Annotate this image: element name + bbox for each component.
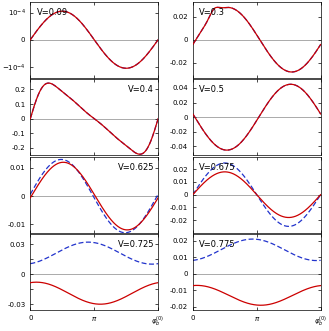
Text: V=0.09: V=0.09	[37, 8, 68, 17]
Text: V=0.4: V=0.4	[128, 85, 154, 94]
Text: V=0.775: V=0.775	[199, 240, 236, 249]
Text: V=0.5: V=0.5	[199, 85, 225, 94]
Text: V=0.3: V=0.3	[199, 8, 225, 17]
Text: V=0.675: V=0.675	[199, 163, 236, 172]
Text: V=0.625: V=0.625	[118, 163, 154, 172]
Text: V=0.725: V=0.725	[118, 240, 154, 249]
